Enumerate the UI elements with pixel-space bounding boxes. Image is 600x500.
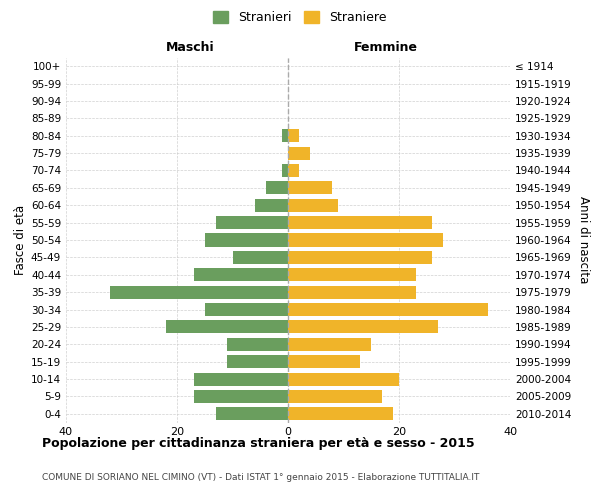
Bar — [288, 320, 438, 334]
Bar — [288, 372, 399, 386]
Bar — [254, 198, 288, 212]
Bar — [266, 182, 288, 194]
Text: Maschi: Maschi — [166, 41, 215, 54]
Bar — [288, 251, 432, 264]
Bar — [194, 372, 288, 386]
Bar — [110, 286, 288, 298]
Bar — [288, 355, 360, 368]
Bar — [288, 234, 443, 246]
Bar — [227, 355, 288, 368]
Bar — [288, 182, 332, 194]
Bar — [288, 303, 488, 316]
Bar — [288, 286, 416, 298]
Y-axis label: Fasce di età: Fasce di età — [14, 205, 27, 275]
Bar — [194, 390, 288, 403]
Bar — [194, 268, 288, 281]
Bar — [288, 338, 371, 351]
Bar — [216, 408, 288, 420]
Bar — [233, 251, 288, 264]
Bar — [283, 164, 288, 177]
Bar — [288, 216, 432, 229]
Bar — [283, 129, 288, 142]
Bar — [288, 129, 299, 142]
Bar — [216, 216, 288, 229]
Bar — [288, 408, 394, 420]
Bar — [288, 268, 416, 281]
Bar — [227, 338, 288, 351]
Bar — [205, 303, 288, 316]
Bar — [288, 146, 310, 160]
Y-axis label: Anni di nascita: Anni di nascita — [577, 196, 590, 284]
Bar — [205, 234, 288, 246]
Bar — [288, 164, 299, 177]
Text: Popolazione per cittadinanza straniera per età e sesso - 2015: Popolazione per cittadinanza straniera p… — [42, 438, 475, 450]
Legend: Stranieri, Straniere: Stranieri, Straniere — [208, 6, 392, 29]
Text: Femmine: Femmine — [353, 41, 418, 54]
Bar — [288, 198, 338, 212]
Bar — [166, 320, 288, 334]
Bar — [288, 390, 382, 403]
Text: COMUNE DI SORIANO NEL CIMINO (VT) - Dati ISTAT 1° gennaio 2015 - Elaborazione TU: COMUNE DI SORIANO NEL CIMINO (VT) - Dati… — [42, 472, 479, 482]
